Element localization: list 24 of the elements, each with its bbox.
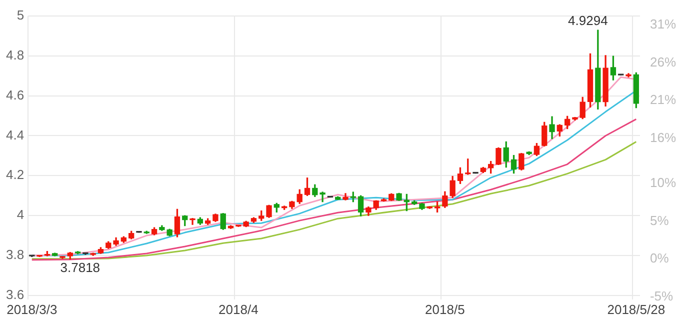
y2-tick-label: -5% <box>650 288 674 304</box>
y2-tick-label: 0% <box>650 250 670 266</box>
y-tick-label: 4 <box>16 207 24 222</box>
y2-tick-label: 5% <box>650 212 670 228</box>
y2-tick-label: 26% <box>650 54 676 70</box>
y-tick-label: 3.6 <box>6 286 24 302</box>
y-tick-label: 4.6 <box>6 87 24 102</box>
y-tick-label: 4.8 <box>6 47 24 62</box>
y2-tick-label: 21% <box>650 92 676 108</box>
x-tick-label: 2018/4 <box>218 302 258 317</box>
y2-tick-label: 31% <box>650 16 676 32</box>
x-tick-label: 2018/3/3 <box>6 302 58 317</box>
y-tick-label: 4.4 <box>6 127 24 142</box>
annotation: 4.9294 <box>568 13 608 28</box>
candlestick <box>320 192 326 202</box>
x-tick-label: 2018/5/28 <box>607 302 666 317</box>
y2-tick-label: 10% <box>650 175 676 190</box>
y-tick-label: 3.8 <box>6 247 24 262</box>
y2-tick-label: 16% <box>650 130 676 145</box>
candlestick <box>190 218 196 225</box>
y-tick-label: 4.2 <box>6 167 24 182</box>
annotation: 3.7818 <box>60 260 100 276</box>
x-tick-label: 2018/5 <box>425 302 465 317</box>
y-tick-label: 5 <box>16 8 24 23</box>
